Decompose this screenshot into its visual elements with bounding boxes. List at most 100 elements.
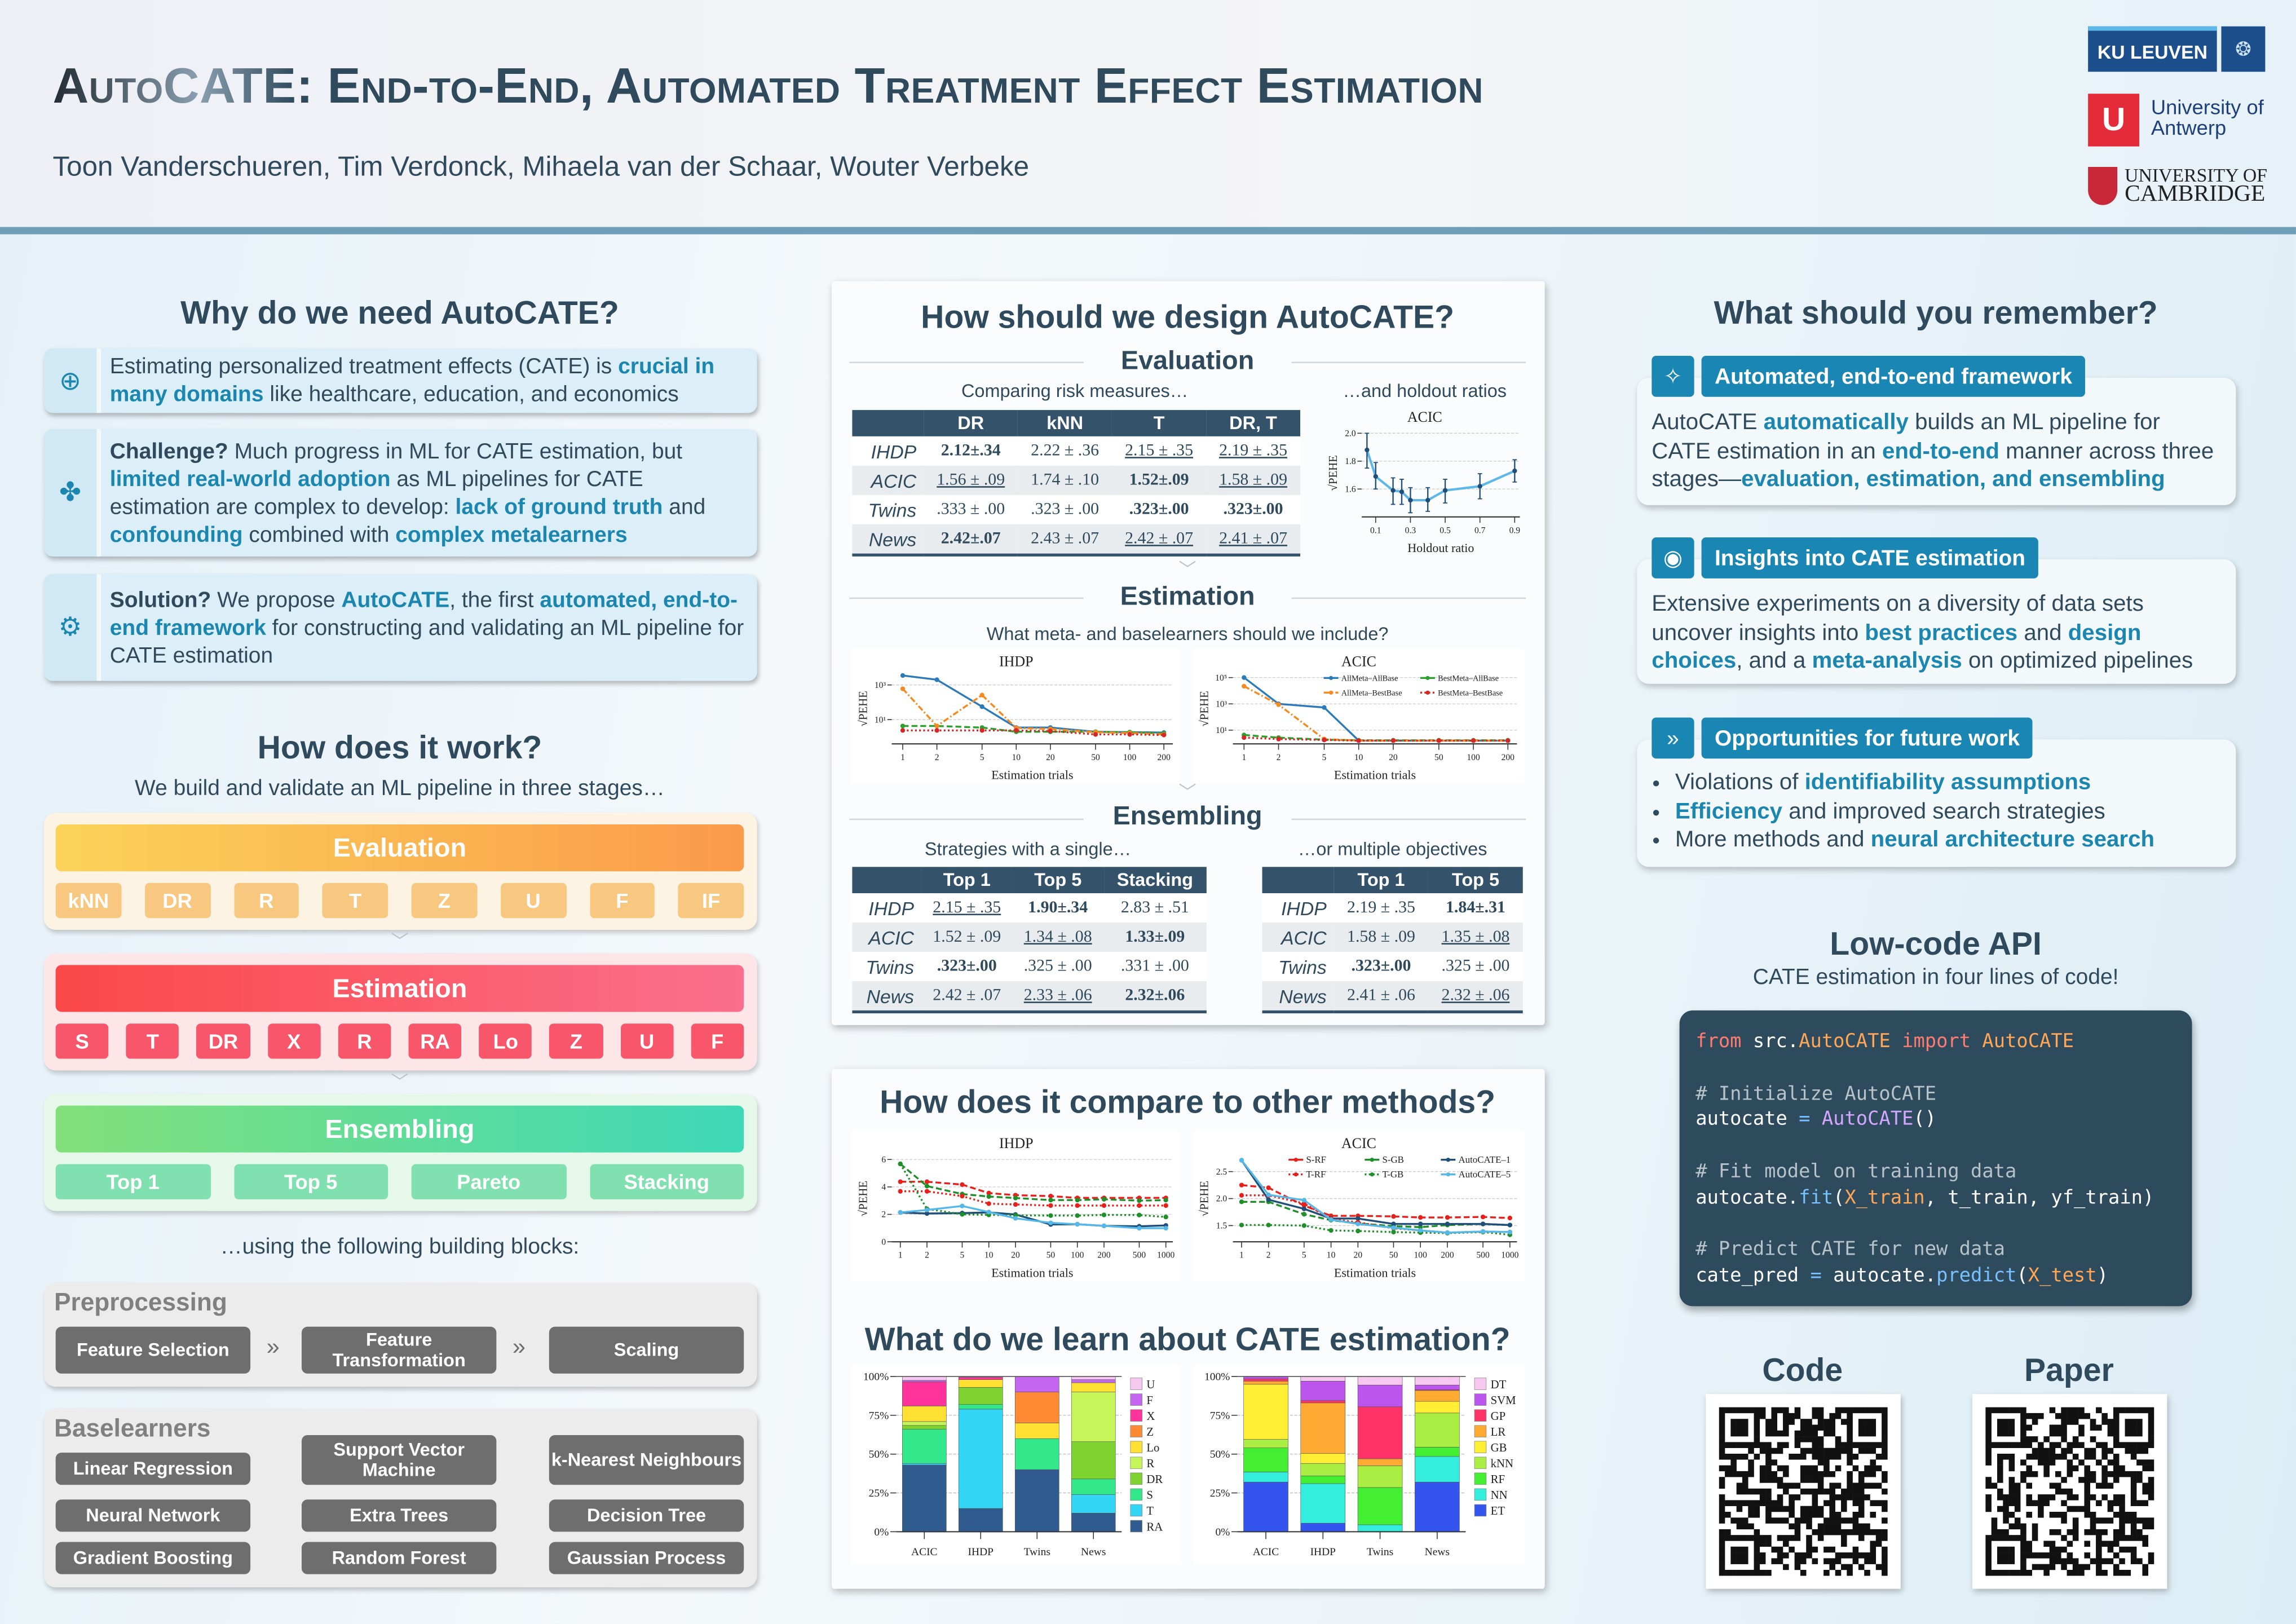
qr-module: [1864, 1465, 1870, 1472]
authors: Toon Vanderschueren, Tim Verdonck, Mihae…: [52, 152, 1030, 183]
code-token: =: [1799, 1109, 1811, 1131]
qr-module: [2084, 1448, 2091, 1454]
bar-segment: [1243, 1472, 1288, 1482]
qr-module: [1870, 1500, 1876, 1506]
qr-module: [1736, 1500, 1743, 1506]
qr-module: [1882, 1529, 1888, 1535]
qr-module: [1991, 1517, 1998, 1524]
stage-chip: F: [691, 1023, 744, 1059]
qr-module: [1771, 1506, 1778, 1512]
column-header: DR: [924, 410, 1018, 436]
qr-module: [1847, 1407, 1853, 1414]
qr-module: [2096, 1529, 2102, 1535]
data-point: [1507, 1223, 1512, 1228]
qr-module: [1748, 1569, 1754, 1576]
qr-module: [1864, 1419, 1870, 1425]
qr-module: [2119, 1471, 2125, 1477]
qr-module: [1725, 1471, 1731, 1477]
qr-module: [2014, 1442, 2021, 1448]
qr-module: [2020, 1471, 2026, 1477]
code-token: # Predict CATE for new data: [1695, 1239, 2006, 1261]
qr-module: [1759, 1465, 1766, 1472]
baselearner-item: Neural Network: [55, 1499, 251, 1532]
result-cell: 1.34 ± .08: [1012, 923, 1103, 952]
qr-module: [2148, 1436, 2154, 1442]
series-line: [902, 674, 1164, 734]
text: manner across three stages—: [1652, 438, 2214, 492]
qr-module: [2078, 1506, 2085, 1512]
qr-module: [1765, 1494, 1772, 1501]
qr-module: [1870, 1419, 1876, 1425]
qr-module: [1754, 1442, 1760, 1448]
series-line: [900, 1190, 1166, 1207]
x-axis-label: Estimation trials: [991, 1265, 1073, 1279]
qr-module: [1997, 1442, 2003, 1448]
data-point: [924, 1184, 930, 1189]
cambridge-line1: UNIVERSITY OF: [2125, 164, 2268, 186]
result-cell: 2.41 ± .07: [1206, 524, 1301, 555]
qr-module: [1719, 1558, 1725, 1564]
qr-module: [2055, 1430, 2061, 1437]
qr-module: [2061, 1436, 2067, 1442]
legend-swatch: [1130, 1488, 1142, 1501]
qr-module: [2043, 1436, 2050, 1442]
data-point: [1048, 1198, 1053, 1203]
qr-module: [1736, 1517, 1743, 1524]
data-point: [1137, 1203, 1142, 1208]
legend-label: T: [1146, 1504, 1154, 1517]
qr-module: [1800, 1511, 1807, 1518]
paper-qr-code[interactable]: [1972, 1394, 2167, 1589]
qr-module: [2008, 1500, 2015, 1506]
qr-module: [2049, 1430, 2056, 1437]
qr-module: [2043, 1465, 2050, 1472]
qr-module: [1858, 1424, 1865, 1431]
stage-estimation-chips: S T DR X R RA Lo Z U F: [55, 1023, 744, 1059]
qr-module: [1719, 1482, 1725, 1489]
puzzle-icon: ✤: [43, 429, 101, 557]
code-qr-code[interactable]: [1706, 1394, 1901, 1589]
qr-module: [1794, 1482, 1801, 1489]
data-point: [1408, 497, 1413, 503]
series-line: [1244, 736, 1508, 742]
qr-module: [2084, 1477, 2091, 1483]
paper-label: Paper: [2024, 1351, 2114, 1388]
bar-segment: [1415, 1401, 1460, 1414]
data-point: [1013, 1216, 1018, 1221]
highlight-text: limited real-world adoption: [109, 466, 391, 492]
qr-module: [1864, 1552, 1870, 1559]
qr-module: [1841, 1506, 1847, 1512]
qr-module: [1725, 1529, 1731, 1535]
stage-chip: T: [126, 1023, 179, 1059]
qr-module: [2148, 1424, 2154, 1431]
baselearner-item: k-Nearest Neighbours: [549, 1435, 744, 1485]
qr-module: [2090, 1494, 2096, 1501]
preprocessing-item: Feature Selection: [55, 1326, 251, 1374]
qr-module: [2020, 1535, 2026, 1541]
qr-module: [2049, 1424, 2056, 1431]
data-point: [934, 723, 939, 729]
qr-module: [2119, 1517, 2125, 1524]
qr-module: [2020, 1413, 2026, 1419]
legend-marker: [1293, 1158, 1298, 1162]
qr-module: [1777, 1546, 1783, 1553]
y-tick-label: 1.8: [1345, 457, 1356, 466]
qr-module: [1829, 1419, 1835, 1425]
stage-chip: U: [500, 882, 566, 919]
qr-module: [2008, 1523, 2015, 1530]
qr-module: [2142, 1569, 2149, 1576]
qr-module: [1789, 1419, 1795, 1425]
qr-module: [2107, 1448, 2114, 1454]
qr-module: [1997, 1419, 2003, 1425]
bar-segment: [1243, 1378, 1288, 1382]
qr-module: [1736, 1482, 1743, 1489]
series-line: [1241, 1194, 1510, 1234]
table-row: Twins .333 ± .00.323 ± .00.323±.00.323±.0…: [852, 495, 1301, 524]
legend-marker: [1446, 1172, 1450, 1177]
qr-module: [2090, 1436, 2096, 1442]
qr-module: [1847, 1517, 1853, 1524]
highlight-text: complex metalearners: [395, 522, 628, 547]
bar-segment: [902, 1425, 947, 1430]
data-point: [1048, 729, 1053, 734]
qr-module: [1783, 1442, 1789, 1448]
qr-module: [1736, 1471, 1743, 1477]
